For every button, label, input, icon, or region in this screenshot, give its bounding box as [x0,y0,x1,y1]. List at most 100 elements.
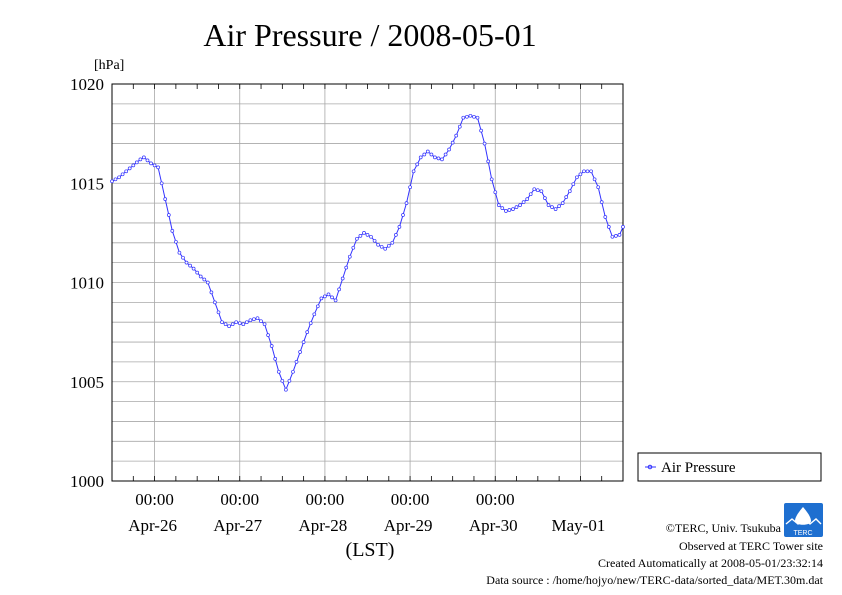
data-point [543,196,547,200]
data-point [319,296,324,301]
data-point [149,161,153,166]
data-point [142,155,146,160]
data-point [269,344,274,348]
y-tick-label: 1010 [70,274,104,293]
data-point [599,200,604,204]
data-point [557,204,561,208]
data-point [252,317,256,322]
wave-icon [785,518,822,525]
data-point [468,113,473,118]
data-point [546,203,551,207]
water-drop-icon [795,507,811,525]
x-tick-date-label: Apr-28 [299,516,348,535]
data-point [124,169,129,174]
data-point [386,243,391,248]
data-point [447,147,451,152]
data-point [131,163,136,168]
data-point [177,250,182,255]
data-point [560,201,565,205]
x-tick-date-label: Apr-26 [128,516,177,535]
x-tick-time-label: 00:00 [391,490,430,509]
data-point [188,263,192,268]
footer-site: Observed at TERC Tower site [679,539,823,553]
y-tick-label: 1005 [70,373,104,392]
data-point [457,124,462,129]
x-tick-date-label: Apr-27 [213,516,262,535]
data-point [347,254,352,259]
data-point [220,320,224,325]
data-point [461,115,466,120]
data-point [259,319,263,324]
data-point [564,195,569,199]
data-point [418,155,423,160]
data-point [489,177,494,182]
data-point [337,287,341,292]
data-point [276,369,281,374]
x-tick-time-label: 00:00 [135,490,174,509]
data-point [287,378,292,383]
data-point [294,360,299,364]
data-point [284,387,288,392]
data-point [614,234,618,238]
series-line-air-pressure [111,115,624,392]
data-point [535,188,540,193]
data-point [528,192,533,197]
data-point [234,320,239,325]
series-air-pressure [110,113,625,392]
x-tick-labels: 00:00 00:00 00:00 00:00 00:00 Apr-26 Apr-27 Apr… [128,490,605,535]
data-point [504,209,508,213]
data-point [323,294,327,299]
data-point [429,152,434,157]
y-tick-label: 1020 [70,75,104,94]
data-point [379,244,384,249]
data-point [280,378,285,383]
data-point [436,156,441,161]
data-point [110,179,114,184]
data-point [532,187,537,192]
logo-text: TERC [793,530,812,537]
data-point [166,213,171,217]
data-point [255,316,260,321]
data-point [330,295,334,300]
y-tick-labels: 1000 1005 1010 1015 1020 [70,75,104,491]
x-tick-time-label: 00:00 [306,490,345,509]
data-point [372,238,377,243]
data-point [550,205,554,209]
data-point [181,255,185,260]
data-point [120,172,125,177]
data-point [511,207,515,211]
data-point [138,157,143,162]
data-point [198,274,203,279]
data-point [589,169,593,174]
data-point [113,177,118,182]
data-point [262,322,267,327]
data-point [305,330,310,334]
data-point [465,114,469,119]
data-point [213,300,217,305]
data-point [170,229,175,233]
data-point [191,266,196,271]
data-point [223,322,228,327]
x-tick-time-label: 00:00 [220,490,259,509]
data-point [365,233,370,237]
data-point [575,175,579,180]
data-point [227,324,231,329]
y-tick-label: 1000 [70,472,104,491]
grid-lines [111,84,624,481]
data-point [244,320,249,325]
plot-frame [111,83,624,482]
data-point [610,234,615,239]
data-point [369,234,373,239]
data-point [351,245,356,250]
x-axis-label: (LST) [346,539,395,561]
data-point [411,169,416,174]
data-point [454,133,459,138]
data-point [117,175,121,180]
footer-copyright: ©TERC, Univ. Tsukuba [666,521,782,535]
data-point [592,177,597,182]
data-point [315,304,320,309]
data-point [482,141,487,146]
footer-created: Created Automatically at 2008-05-01/23:3… [598,556,823,570]
y-tick-label: 1015 [70,174,104,193]
legend: Air Pressure [637,452,822,482]
